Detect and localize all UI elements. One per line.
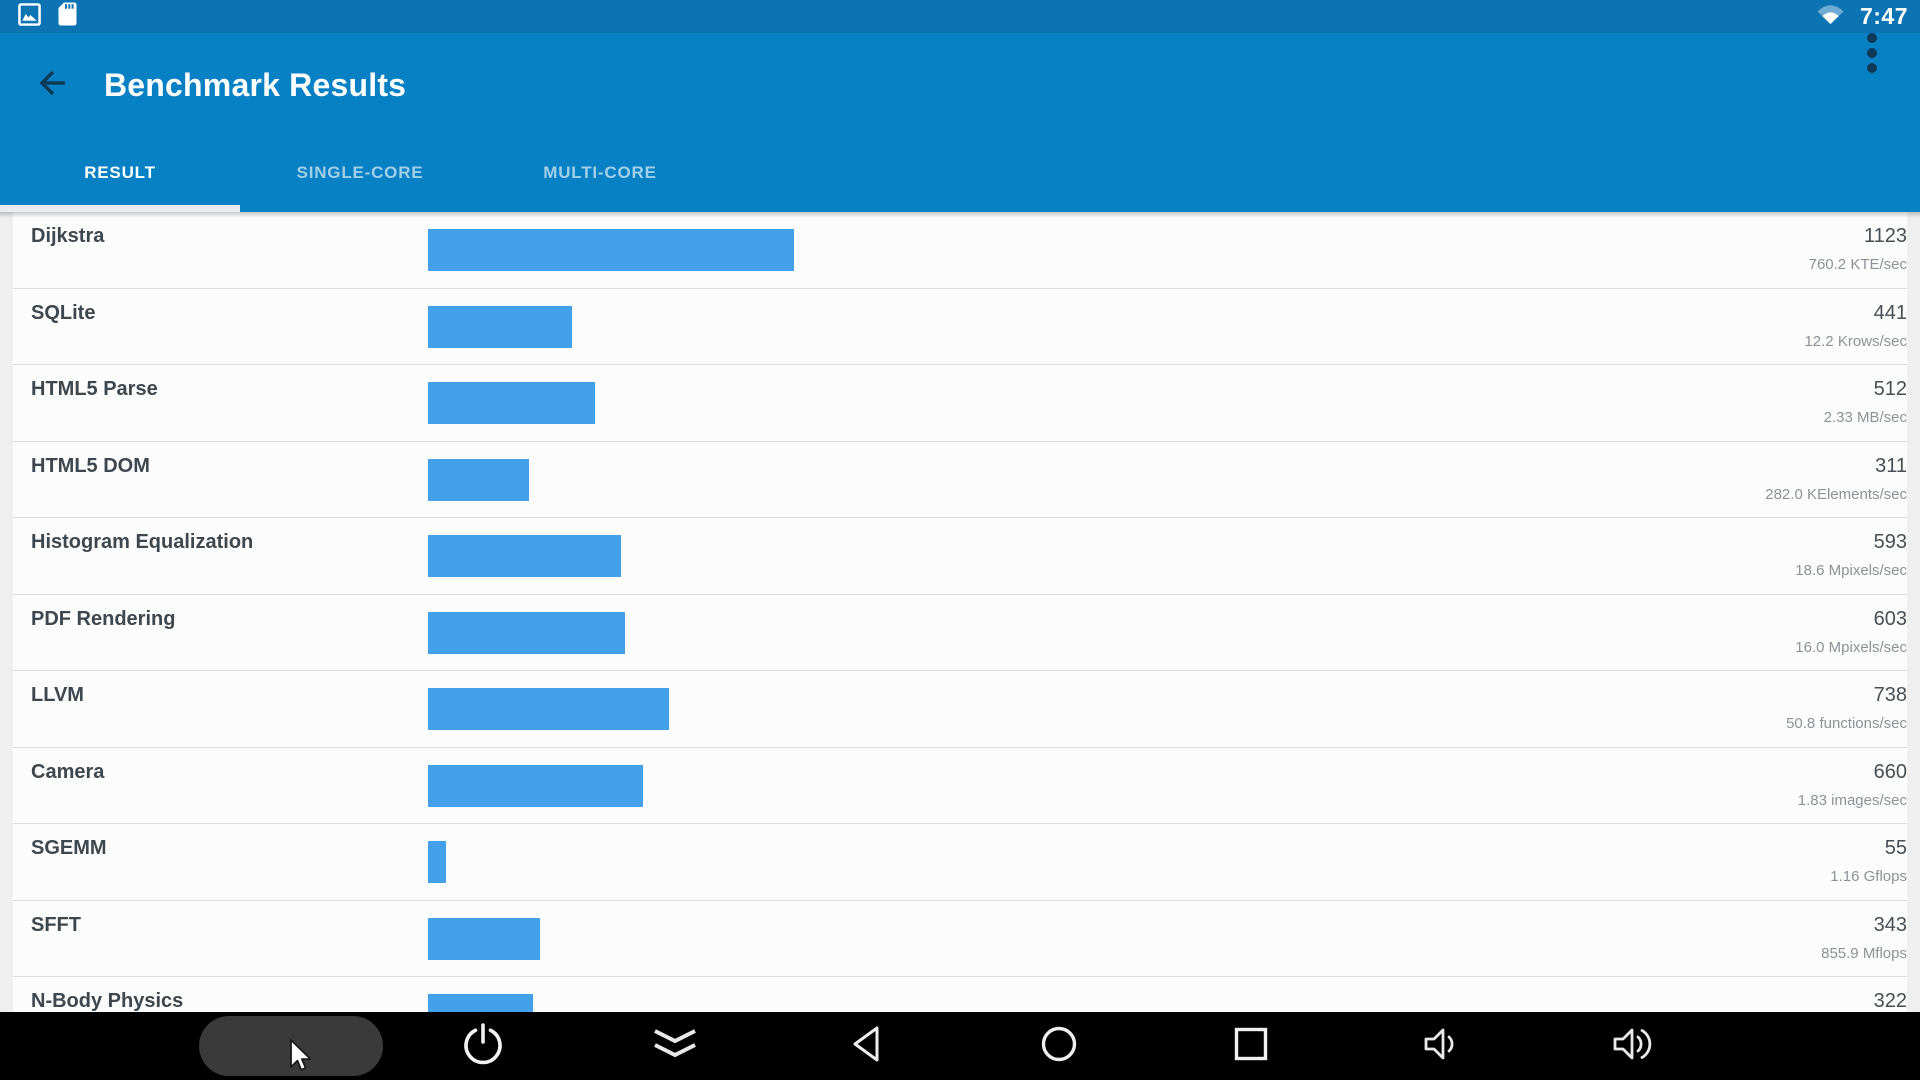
benchmark-rate: 282.0 KElements/sec: [1765, 485, 1907, 503]
benchmark-row: HTML5 Parse 512 2.33 MB/sec: [13, 365, 1907, 442]
benchmark-score-bar: [428, 841, 446, 883]
benchmark-score-bar: [428, 458, 530, 501]
benchmark-rate: 1.16 Gflops: [1830, 868, 1907, 885]
benchmark-score: 55: [1884, 837, 1907, 859]
benchmark-row: Camera 660 1.83 images/sec: [13, 747, 1907, 824]
benchmark-name: LLVM: [31, 684, 84, 706]
benchmark-score-bar: [428, 535, 622, 577]
tab-result[interactable]: RESULT: [84, 162, 156, 182]
tab-multi-core[interactable]: MULTI-CORE: [543, 162, 657, 182]
sdcard-icon: [58, 2, 77, 31]
benchmark-name: Dijkstra: [31, 225, 105, 247]
benchmark-rate: 2.33 MB/sec: [1823, 409, 1907, 426]
benchmark-rate: 855.9 Mflops: [1821, 944, 1907, 962]
benchmark-score-bar: [428, 917, 540, 960]
benchmark-row: SFFT 343 855.9 Mflops: [13, 900, 1907, 977]
benchmark-score: 311: [1875, 454, 1907, 477]
benchmark-score-bar: [428, 764, 644, 807]
benchmark-name: Camera: [31, 760, 105, 783]
tab-single-core[interactable]: SINGLE-CORE: [296, 162, 424, 182]
page-title: Benchmark Results: [104, 66, 407, 103]
app-bar: Benchmark Results: [0, 32, 1920, 137]
benchmark-rate: 16.0 Mpixels/sec: [1795, 638, 1907, 656]
benchmark-row: Histogram Equalization 593 18.6 Mpixels/…: [13, 518, 1907, 595]
benchmark-row: Dijkstra 1123 760.2 KTE/sec: [13, 212, 1907, 289]
screenshot-button[interactable]: [195, 1012, 387, 1080]
three-dot-menu-icon: [1866, 31, 1878, 80]
benchmark-score-bar: [428, 688, 669, 730]
benchmark-score: 603: [1873, 607, 1907, 630]
back-triangle-icon: [849, 1024, 885, 1069]
benchmark-row: PDF Rendering 603 16.0 Mpixels/sec: [13, 594, 1907, 671]
benchmark-score-bar: [428, 382, 595, 424]
navigation-bar: [0, 1012, 1920, 1080]
benchmark-name: SFFT: [31, 913, 81, 936]
status-bar: 7:47: [0, 0, 1920, 33]
benchmark-row: LLVM 738 50.8 functions/sec: [13, 671, 1907, 748]
benchmark-name: HTML5 Parse: [31, 378, 158, 400]
tab-bar: RESULT SINGLE-CORE MULTI-CORE: [0, 137, 1920, 212]
benchmark-score: 343: [1873, 913, 1907, 936]
benchmark-rate: 760.2 KTE/sec: [1808, 256, 1907, 273]
screenshot-notification-icon: [18, 2, 41, 31]
power-icon: [462, 1022, 504, 1070]
home-circle-icon: [1040, 1025, 1078, 1068]
volume-down-icon: [1423, 1026, 1463, 1067]
benchmark-score-bar: [428, 611, 625, 654]
benchmark-row: HTML5 DOM 311 282.0 KElements/sec: [13, 441, 1907, 518]
benchmark-name: HTML5 DOM: [31, 454, 150, 477]
back-arrow-button[interactable]: [33, 65, 73, 105]
wifi-icon: [1817, 4, 1844, 30]
recents-square-icon: [1234, 1027, 1268, 1066]
benchmark-score: 660: [1873, 760, 1907, 783]
back-button[interactable]: [771, 1012, 963, 1080]
volume-up-button[interactable]: [1539, 1012, 1731, 1080]
benchmark-score: 512: [1873, 378, 1907, 400]
home-button[interactable]: [963, 1012, 1155, 1080]
benchmark-rate: 18.6 Mpixels/sec: [1795, 562, 1907, 579]
benchmark-score: 1123: [1863, 225, 1907, 247]
benchmark-row: SGEMM 55 1.16 Gflops: [13, 824, 1907, 901]
benchmark-name: SQLite: [31, 301, 96, 324]
benchmark-score-bar: [428, 305, 572, 348]
active-tab-indicator: [0, 205, 240, 212]
benchmark-score-bar: [428, 229, 794, 271]
hide-navbar-button[interactable]: [579, 1012, 771, 1080]
volume-down-button[interactable]: [1347, 1012, 1539, 1080]
benchmark-name: N-Body Physics: [31, 990, 184, 1012]
benchmark-score: 322: [1873, 990, 1907, 1012]
benchmark-list-scroll-area[interactable]: Dijkstra 1123 760.2 KTE/sec SQLite 441 1…: [0, 212, 1920, 1080]
benchmark-list: Dijkstra 1123 760.2 KTE/sec SQLite 441 1…: [13, 212, 1907, 1054]
benchmark-name: SGEMM: [31, 837, 107, 859]
benchmark-rate: 1.83 images/sec: [1797, 791, 1907, 809]
benchmark-name: Histogram Equalization: [31, 531, 254, 553]
power-button[interactable]: [387, 1012, 579, 1080]
benchmark-score: 441: [1873, 301, 1907, 324]
clock: 7:47: [1859, 3, 1908, 29]
benchmark-name: PDF Rendering: [31, 607, 176, 630]
focus-highlight: [199, 1016, 383, 1076]
arrow-left-icon: [35, 65, 71, 106]
overflow-menu-button[interactable]: [1852, 32, 1892, 75]
double-chevron-down-icon: [652, 1028, 698, 1065]
recents-button[interactable]: [1155, 1012, 1347, 1080]
benchmark-row: SQLite 441 12.2 Krows/sec: [13, 288, 1907, 365]
benchmark-rate: 12.2 Krows/sec: [1804, 332, 1907, 350]
benchmark-rate: 50.8 functions/sec: [1786, 715, 1907, 732]
volume-up-icon: [1612, 1025, 1658, 1068]
benchmark-score: 593: [1873, 531, 1907, 553]
benchmark-score: 738: [1873, 684, 1907, 706]
